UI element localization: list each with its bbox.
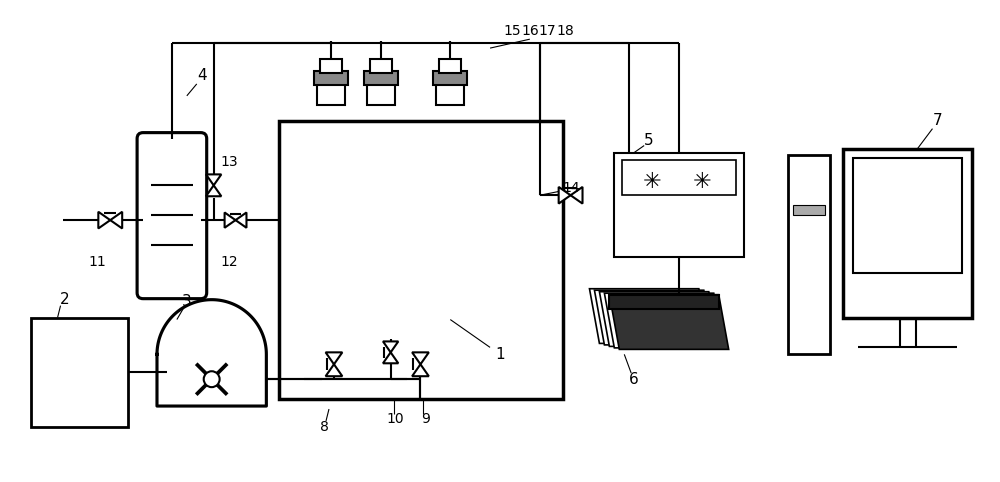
- Polygon shape: [236, 213, 246, 228]
- Text: 7: 7: [933, 113, 942, 128]
- Bar: [370, 59, 392, 73]
- Polygon shape: [412, 364, 429, 376]
- Polygon shape: [206, 185, 221, 196]
- Text: 5: 5: [644, 133, 654, 148]
- Text: 8: 8: [320, 420, 328, 434]
- Bar: [853, 159, 962, 273]
- Bar: [436, 83, 464, 105]
- Text: 17: 17: [539, 24, 557, 38]
- Bar: [320, 59, 342, 73]
- Bar: [433, 71, 467, 85]
- Bar: [31, 318, 128, 427]
- FancyBboxPatch shape: [137, 133, 207, 299]
- Polygon shape: [412, 352, 429, 364]
- Polygon shape: [571, 187, 583, 203]
- Text: 1: 1: [495, 347, 505, 362]
- Polygon shape: [326, 352, 342, 364]
- Polygon shape: [157, 300, 266, 406]
- Bar: [843, 148, 972, 318]
- Polygon shape: [599, 292, 719, 347]
- Polygon shape: [98, 212, 110, 228]
- Text: ✳: ✳: [643, 173, 661, 192]
- Bar: [367, 83, 395, 105]
- Bar: [622, 161, 736, 195]
- Circle shape: [803, 177, 815, 189]
- Bar: [793, 205, 825, 215]
- Text: 15: 15: [503, 24, 521, 38]
- Text: 14: 14: [563, 181, 580, 195]
- Bar: [279, 120, 563, 399]
- Circle shape: [204, 371, 220, 387]
- Text: 13: 13: [221, 156, 238, 170]
- Polygon shape: [383, 352, 398, 363]
- Bar: [614, 152, 744, 257]
- Bar: [439, 59, 461, 73]
- Polygon shape: [559, 187, 571, 203]
- Polygon shape: [206, 174, 221, 185]
- Text: 12: 12: [221, 255, 238, 269]
- Text: 9: 9: [421, 412, 430, 426]
- Text: 6: 6: [629, 372, 639, 387]
- Polygon shape: [383, 341, 398, 352]
- Text: ✳: ✳: [693, 173, 711, 192]
- Bar: [317, 83, 345, 105]
- Text: 18: 18: [557, 24, 574, 38]
- Polygon shape: [225, 213, 236, 228]
- Polygon shape: [594, 290, 714, 345]
- Text: 16: 16: [521, 24, 539, 38]
- Polygon shape: [609, 295, 729, 349]
- Text: 2: 2: [60, 292, 69, 307]
- Polygon shape: [110, 212, 122, 228]
- Text: 10: 10: [387, 412, 404, 426]
- Polygon shape: [589, 289, 709, 343]
- Text: 11: 11: [88, 255, 106, 269]
- Text: 3: 3: [182, 294, 192, 309]
- Bar: [364, 71, 398, 85]
- Text: 4: 4: [197, 68, 207, 83]
- Polygon shape: [326, 364, 342, 376]
- Polygon shape: [609, 295, 719, 308]
- Bar: [788, 156, 830, 354]
- Bar: [314, 71, 348, 85]
- Polygon shape: [604, 293, 724, 348]
